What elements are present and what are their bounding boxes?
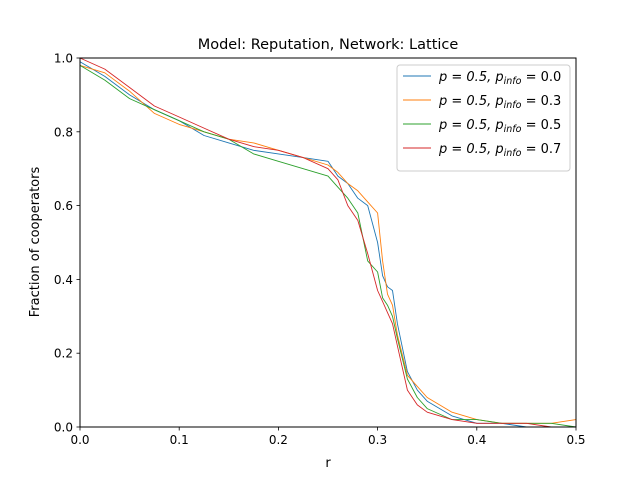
series-line xyxy=(79,57,576,428)
x-axis-label: r xyxy=(325,456,331,471)
legend-label: p = 0.5, pinfo = 0.5 xyxy=(438,118,561,135)
x-axis: 0.0 0.1 0.2 0.3 0.4 0.5 xyxy=(70,427,586,447)
series-line xyxy=(79,61,576,428)
y-tick-label: 0.6 xyxy=(54,199,73,213)
series-line xyxy=(79,65,577,428)
series-line xyxy=(79,64,577,424)
y-tick-label: 0.8 xyxy=(54,125,73,139)
x-tick-label: 0.2 xyxy=(269,433,288,447)
y-tick-label: 0.2 xyxy=(54,347,73,361)
legend: p = 0.5, pinfo = 0.0 p = 0.5, pinfo = 0.3… xyxy=(396,64,571,172)
legend-label: p = 0.5, pinfo = 0.3 xyxy=(438,94,561,111)
x-tick-label: 0.5 xyxy=(566,433,585,447)
x-tick-label: 0.4 xyxy=(467,433,486,447)
y-tick-label: 0.0 xyxy=(54,421,73,435)
x-tick-label: 0.0 xyxy=(70,433,89,447)
chart-title: Model: Reputation, Network: Lattice xyxy=(198,37,459,53)
legend-label: p = 0.5, pinfo = 0.0 xyxy=(438,70,561,87)
y-axis-label: Fraction of cooperators xyxy=(28,167,43,318)
series-group xyxy=(79,57,577,428)
legend-box xyxy=(396,64,571,172)
legend-label: p = 0.5, pinfo = 0.7 xyxy=(438,142,561,159)
plot-frame xyxy=(79,57,577,428)
x-tick-label: 0.1 xyxy=(170,433,189,447)
y-tick-label: 1.0 xyxy=(54,52,73,66)
x-tick-label: 0.3 xyxy=(368,433,387,447)
y-tick-label: 0.4 xyxy=(54,273,73,287)
y-axis: 0.0 0.2 0.4 0.6 0.8 1.0 xyxy=(54,52,80,435)
